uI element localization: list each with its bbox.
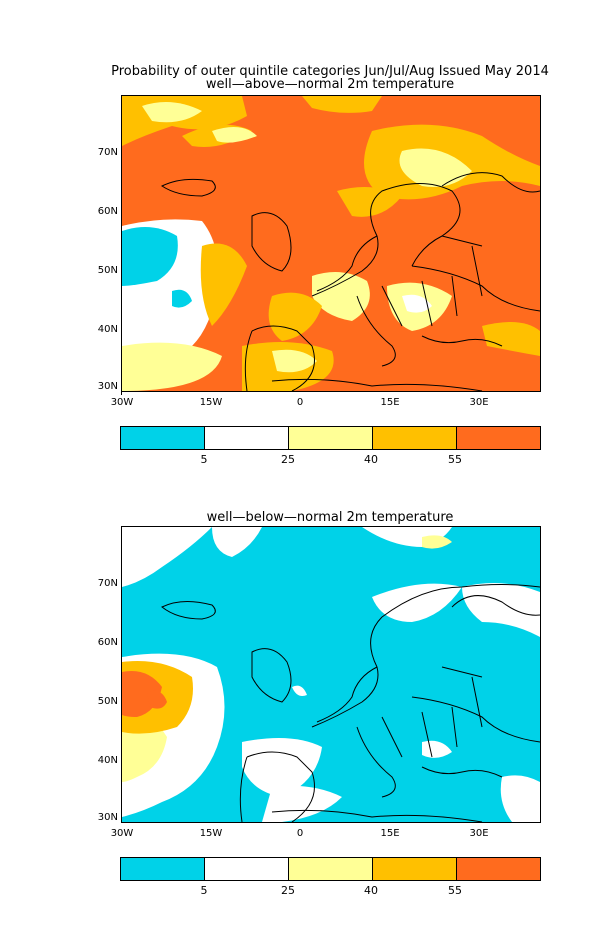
lower-lat-label-40n: 40N: [97, 755, 118, 766]
lower-map-canvas: [122, 527, 540, 822]
lower-colorbar-label-40: 40: [364, 884, 378, 897]
upper-colorbar: [120, 426, 541, 450]
lower-map: [121, 526, 541, 823]
upper-map-subtitle: well—above—normal 2m temperature: [205, 77, 455, 92]
colorbar-segment-lightyellow: [288, 858, 372, 880]
lower-lon-label-15e: 15E: [380, 828, 400, 839]
upper-lat-label-60n: 60N: [97, 206, 118, 217]
upper-lon-label-30e: 30E: [469, 397, 489, 408]
main-title: Probability of outer quintile categories…: [111, 64, 549, 79]
lower-colorbar-label-5: 5: [200, 884, 208, 897]
upper-lon-label-15e: 15E: [380, 397, 400, 408]
upper-lat-label-30n: 30N: [97, 381, 118, 392]
upper-map: [121, 95, 541, 392]
colorbar-segment-white: [204, 858, 288, 880]
colorbar-segment-white: [204, 427, 288, 449]
colorbar-segment-orange: [456, 858, 540, 880]
upper-lon-label-15w: 15W: [199, 397, 223, 408]
upper-lat-label-70n: 70N: [97, 147, 118, 158]
upper-lon-label-0: 0: [296, 397, 304, 408]
lower-colorbar-label-55: 55: [448, 884, 462, 897]
upper-lat-label-50n: 50N: [97, 265, 118, 276]
upper-map-canvas: [122, 96, 540, 391]
lower-lat-label-30n: 30N: [97, 812, 118, 823]
lower-lat-label-60n: 60N: [97, 637, 118, 648]
lower-colorbar-label-25: 25: [281, 884, 295, 897]
upper-colorbar-label-25: 25: [281, 453, 295, 466]
colorbar-segment-lightyellow: [288, 427, 372, 449]
colorbar-segment-cyan: [121, 427, 204, 449]
lower-map-subtitle: well—below—normal 2m temperature: [206, 510, 454, 525]
colorbar-segment-cyan: [121, 858, 204, 880]
colorbar-segment-gold: [372, 858, 456, 880]
colorbar-segment-orange: [456, 427, 540, 449]
lower-lat-label-70n: 70N: [97, 578, 118, 589]
lower-lon-label-0: 0: [296, 828, 304, 839]
upper-lat-label-40n: 40N: [97, 324, 118, 335]
upper-colorbar-label-5: 5: [200, 453, 208, 466]
lower-lon-label-30e: 30E: [469, 828, 489, 839]
upper-lon-tick: [121, 390, 122, 395]
upper-colorbar-label-55: 55: [448, 453, 462, 466]
upper-colorbar-label-40: 40: [364, 453, 378, 466]
lower-colorbar: [120, 857, 541, 881]
lower-lon-label-30w: 30W: [110, 828, 134, 839]
lower-lat-label-50n: 50N: [97, 696, 118, 707]
lower-lon-label-15w: 15W: [199, 828, 223, 839]
colorbar-segment-gold: [372, 427, 456, 449]
upper-lon-label-30w: 30W: [110, 397, 134, 408]
